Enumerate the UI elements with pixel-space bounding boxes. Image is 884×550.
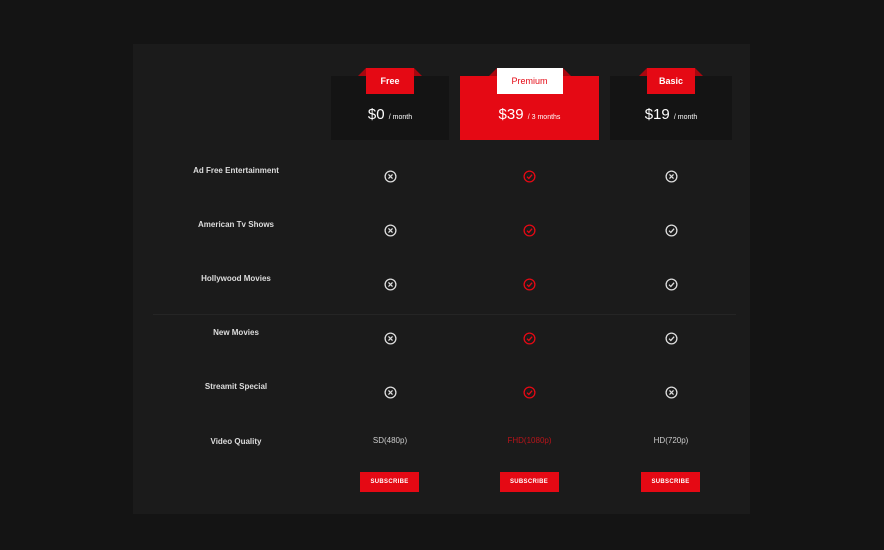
feature-label: Ad Free Entertainment bbox=[193, 166, 279, 175]
plan-header-free: Free $0 / month bbox=[331, 68, 449, 140]
check-circle-icon bbox=[651, 224, 691, 242]
plan-header-basic: Basic $19 / month bbox=[610, 68, 732, 140]
cross-circle-icon bbox=[370, 332, 410, 350]
cross-circle-icon bbox=[370, 170, 410, 188]
price-period: / month bbox=[388, 114, 413, 121]
plan-name-tag: Premium bbox=[488, 68, 571, 94]
subscribe-button[interactable]: SUBSCRIBE bbox=[360, 472, 419, 492]
check-circle-icon bbox=[651, 332, 691, 350]
price-period: / month bbox=[673, 114, 698, 121]
pricing-table: Free $0 / month SD(480p) SUBSCRIBE Premium $3… bbox=[133, 44, 750, 514]
plan-price: $19 / month bbox=[610, 106, 732, 123]
subscribe-button[interactable]: SUBSCRIBE bbox=[499, 472, 559, 492]
cross-circle-icon bbox=[370, 278, 410, 296]
price-amount: $39 bbox=[498, 106, 524, 123]
check-circle-icon bbox=[510, 332, 550, 350]
feature-label: New Movies bbox=[213, 328, 259, 337]
feature-label: Streamit Special bbox=[204, 382, 268, 391]
price-period: / 3 months bbox=[527, 114, 561, 121]
check-circle-icon bbox=[510, 386, 550, 404]
cross-circle-icon bbox=[651, 386, 691, 404]
subscribe-button[interactable]: SUBSCRIBE bbox=[641, 472, 700, 492]
check-circle-icon bbox=[510, 224, 550, 242]
price-amount: $19 bbox=[644, 106, 670, 123]
video-quality-value: HD(720p) bbox=[653, 436, 689, 445]
video-quality-label: Video Quality bbox=[210, 437, 262, 446]
cross-circle-icon bbox=[370, 224, 410, 242]
video-quality-value: FHD(1080p) bbox=[507, 436, 552, 445]
price-amount: $0 bbox=[367, 106, 385, 123]
cross-circle-icon bbox=[370, 386, 410, 404]
feature-label: Hollywood Movies bbox=[201, 274, 271, 283]
plan-header-premium: Premium $39 / 3 months bbox=[460, 68, 599, 140]
plan-name-tag: Basic bbox=[639, 68, 703, 94]
plan-price: $39 / 3 months bbox=[460, 106, 599, 123]
check-circle-icon bbox=[510, 170, 550, 188]
feature-label: American Tv Shows bbox=[197, 220, 275, 229]
check-circle-icon bbox=[651, 278, 691, 296]
plan-price: $0 / month bbox=[331, 106, 449, 123]
video-quality-value: SD(480p) bbox=[372, 436, 408, 445]
cross-circle-icon bbox=[651, 170, 691, 188]
check-circle-icon bbox=[510, 278, 550, 296]
plan-name-tag: Free bbox=[358, 68, 422, 94]
divider bbox=[153, 314, 736, 315]
